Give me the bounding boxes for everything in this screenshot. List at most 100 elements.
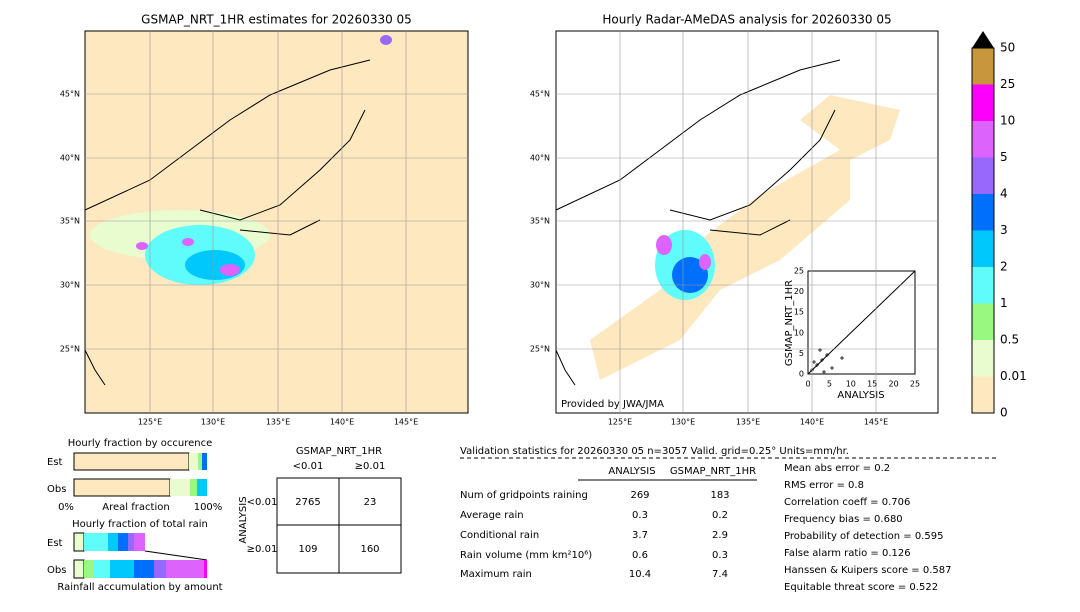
rain-field: [590, 95, 900, 380]
panel-title: Hourly fraction by occurence: [68, 438, 212, 449]
colorbar-label: 5: [1000, 150, 1008, 164]
colorbar-segment: [972, 157, 994, 194]
cell: 109: [298, 544, 317, 555]
panel-title: Hourly fraction of total rain: [72, 519, 208, 530]
colorbar-segment: [972, 194, 994, 231]
x-tick-label: 15: [867, 380, 877, 389]
panel-footer: Rainfall accumulation by amount: [57, 582, 222, 593]
axis-label: Areal fraction: [102, 502, 169, 513]
colorbar-segment: [972, 84, 994, 121]
lon-label: 125°E: [608, 418, 632, 427]
lon-label: 140°E: [330, 418, 354, 427]
table-lines: [277, 478, 401, 573]
lat-label: 45°N: [60, 90, 80, 99]
stat-value: 0.3: [712, 550, 728, 561]
stats-title: Validation statistics for 20260330 05 n=…: [460, 446, 849, 457]
y-tick-label: 15: [794, 308, 804, 317]
col-header: ≥0.01: [355, 461, 386, 472]
score: False alarm ratio = 0.126: [784, 548, 911, 559]
colorbar-label: 1: [1000, 296, 1008, 310]
colorbar-label: 0.5: [1000, 333, 1019, 347]
colorbar-label: 0: [1000, 406, 1008, 420]
colorbar-extend: [972, 31, 994, 48]
lat-label: 40°N: [60, 154, 80, 163]
score: Probability of detection = 0.595: [784, 531, 943, 542]
stat-label: Average rain: [460, 510, 524, 521]
lat-label: 30°N: [530, 281, 550, 290]
lat-label: 25°N: [60, 345, 80, 354]
row-label: Obs: [47, 565, 66, 576]
row-label: Est: [47, 457, 63, 468]
fraction-bars: [73, 452, 207, 497]
colorbar-label: 25: [1000, 77, 1015, 91]
score: Equitable threat score = 0.522: [784, 582, 938, 593]
colorbar-segment: [972, 267, 994, 304]
lat-label: 45°N: [530, 90, 550, 99]
x-tick-label: 0: [805, 380, 810, 389]
y-tick-label: 25: [794, 267, 804, 276]
col-header: <0.01: [293, 461, 324, 472]
cell: 23: [364, 497, 377, 508]
map-title: GSMAP_NRT_1HR estimates for 20260330 05: [141, 13, 412, 27]
row-axis-label: ANALYSIS: [238, 496, 249, 543]
x-tick-label: 5: [827, 380, 832, 389]
lat-label: 40°N: [530, 154, 550, 163]
x-tick-label: 20: [889, 380, 899, 389]
colorbar-label: 0.01: [1000, 369, 1027, 383]
colorbar-segment: [972, 340, 994, 377]
stat-label: Rain volume (mm km²10⁶): [460, 550, 592, 561]
colorbar-segment: [972, 376, 994, 413]
stat-value: 0.2: [712, 510, 728, 521]
row-label: Obs: [47, 484, 66, 495]
coastline: [84, 59, 371, 386]
x-tick-label: 10: [846, 380, 856, 389]
stat-label: Conditional rain: [460, 530, 539, 541]
stat-value: 3.7: [632, 530, 648, 541]
colorbar-segment: [972, 48, 994, 85]
y-tick-label: 20: [794, 287, 804, 296]
stat-value: 10.4: [629, 569, 651, 580]
col-header: ANALYSIS: [608, 466, 655, 477]
lon-label: 145°E: [394, 418, 418, 427]
row-label: Est: [47, 538, 63, 549]
lon-label: 140°E: [800, 418, 824, 427]
score: Hanssen & Kuipers score = 0.587: [784, 565, 951, 576]
lat-label: 30°N: [60, 281, 80, 290]
stat-value: 0.3: [632, 510, 648, 521]
score: Frequency bias = 0.680: [784, 514, 903, 525]
stat-value: 0.6: [632, 550, 648, 561]
y-tick-label: 5: [799, 349, 804, 358]
stat-value: 2.9: [712, 530, 728, 541]
cell: 160: [360, 544, 379, 555]
map-title: Hourly Radar-AMeDAS analysis for 2026033…: [602, 13, 891, 27]
x-axis-label: ANALYSIS: [837, 390, 884, 401]
axis-label: 100%: [194, 502, 223, 513]
colorbar-segment: [972, 121, 994, 158]
lon-label: 135°E: [266, 418, 290, 427]
axis-label: 0%: [58, 502, 74, 513]
x-tick-label: 25: [910, 380, 920, 389]
cell: 2765: [295, 497, 320, 508]
colorbar-segment: [972, 303, 994, 340]
y-tick-label: 0: [799, 370, 804, 379]
lat-label: 35°N: [530, 217, 550, 226]
colorbar-label: 4: [1000, 187, 1008, 201]
lon-label: 130°E: [671, 418, 695, 427]
score: Mean abs error = 0.2: [784, 463, 890, 474]
stat-value: 7.4: [712, 569, 728, 580]
colorbar-label: 50: [1000, 41, 1015, 55]
coastline: [555, 59, 841, 386]
colorbar-label: 3: [1000, 223, 1008, 237]
rain-field: [90, 35, 392, 285]
stat-label: Num of gridpoints raining: [460, 490, 588, 501]
y-axis-label: GSMAP_NRT_1HR: [784, 280, 795, 366]
lon-label: 130°E: [201, 418, 225, 427]
col-header: GSMAP_NRT_1HR: [670, 466, 756, 477]
lat-label: 25°N: [530, 345, 550, 354]
lon-label: 145°E: [864, 418, 888, 427]
fraction-bars: [73, 532, 208, 579]
stat-value: 269: [630, 490, 649, 501]
diagonal: [807, 270, 916, 375]
y-tick-label: 10: [794, 328, 804, 337]
